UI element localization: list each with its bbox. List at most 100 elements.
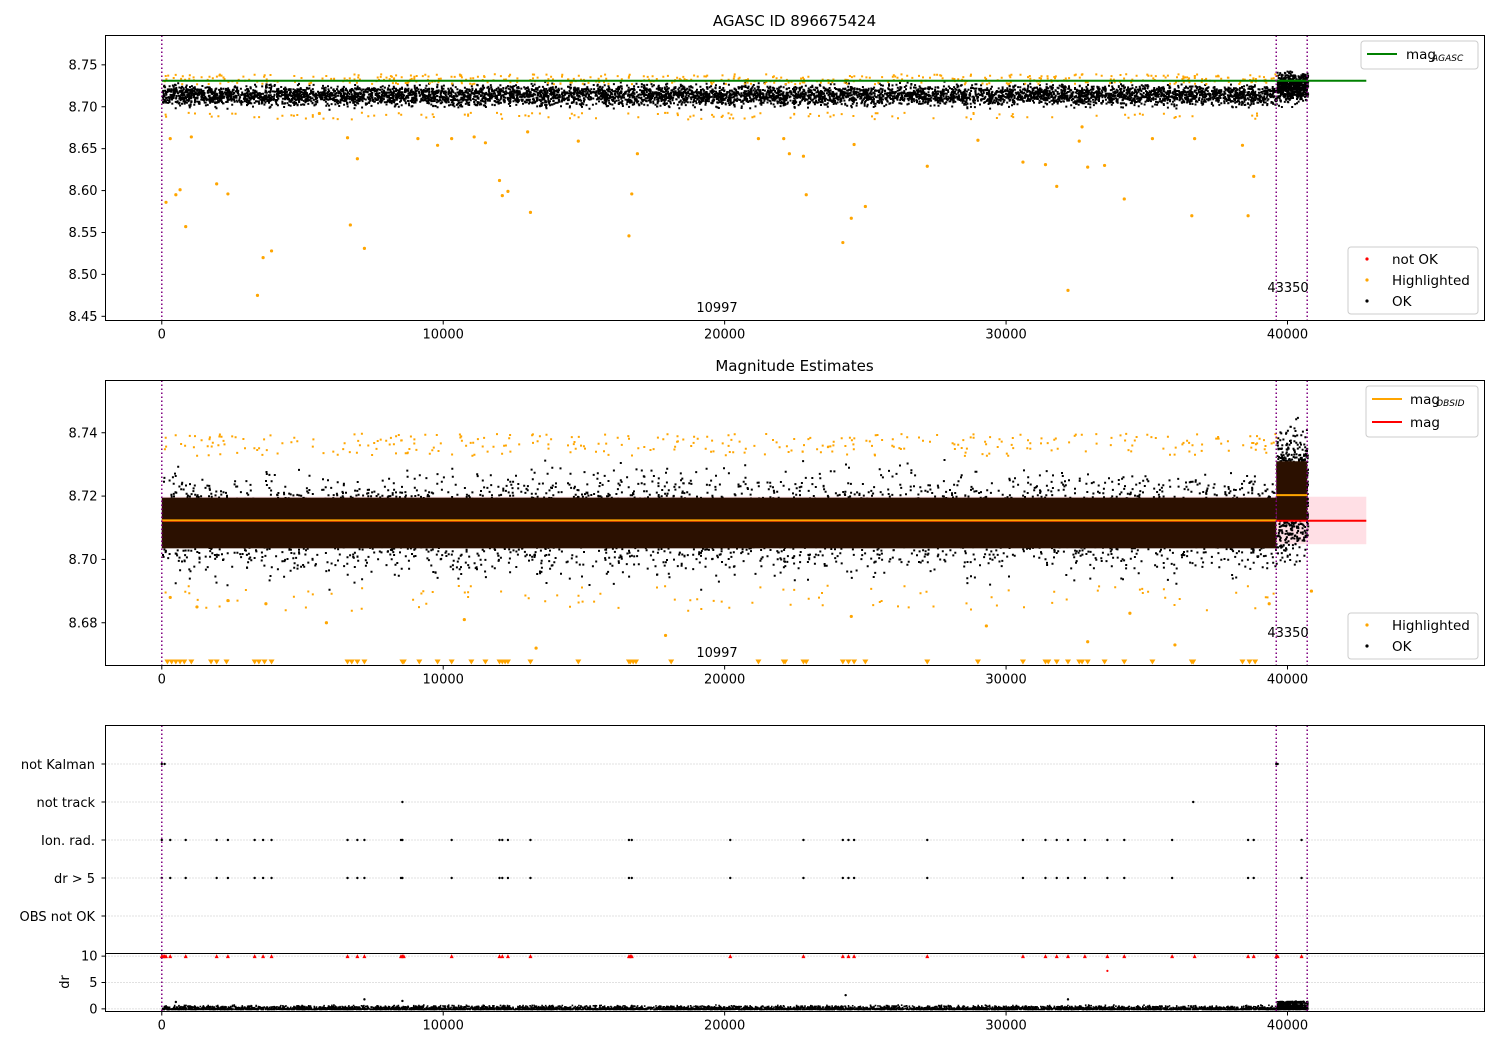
flag-point-3-21	[802, 876, 805, 880]
magnitude-below-range-9	[251, 659, 258, 665]
dr-capped-38	[1170, 954, 1175, 959]
magnitude-x-tick-label-10000: 10000	[423, 673, 464, 688]
dr-x-tick-label-0: 0	[158, 1019, 166, 1034]
dr-panel: 0 10000 20000 30000 40000 0 5 10 dr	[58, 950, 1485, 1034]
agasc-highlighted-outlier-42	[1043, 162, 1048, 167]
magnitude-below-range-37	[782, 659, 789, 665]
flag-point-2-30	[1083, 838, 1087, 842]
magnitude-below-range-43	[862, 659, 869, 665]
magnitude-below-range-40	[839, 659, 846, 665]
flag-point-3-22	[841, 876, 845, 880]
flag-point-2-7	[270, 838, 273, 842]
dr-capped-9	[261, 954, 266, 959]
magnitude-below-range-61	[1252, 659, 1259, 665]
dr-capped-3	[164, 954, 169, 959]
flag-point-2-2	[184, 838, 187, 842]
magnitude-below-range-46	[1019, 659, 1026, 665]
magnitude-highlighted-low-3	[264, 602, 268, 606]
agasc-highlighted-points	[163, 73, 1278, 121]
flag-point-3-16	[506, 876, 510, 880]
agasc-highlighted-outlier-31	[782, 137, 786, 141]
agasc-highlighted-outlier-14	[355, 157, 359, 161]
magnitude-highlighted-low-14	[1309, 589, 1314, 593]
agasc-legend-upper: mag AGASC	[1360, 40, 1479, 70]
dr-capped-32	[1043, 954, 1048, 959]
agasc-highlighted-outlier-32	[787, 152, 791, 156]
magnitude-x-tick-label-20000: 20000	[704, 673, 745, 688]
agasc-obs-label-43350: 43350	[1267, 281, 1308, 296]
flag-point-2-33	[1170, 838, 1174, 842]
magnitude-x-tick-label-40000: 40000	[1267, 673, 1308, 688]
agasc-highlighted-outlier-53	[1240, 143, 1245, 147]
flag-point-2-26	[1021, 838, 1025, 842]
flag-point-2-27	[1044, 838, 1047, 842]
agasc-highlighted-outlier-28	[630, 192, 634, 196]
agasc-highlighted-outlier-35	[841, 240, 845, 245]
agasc-highlighted-outlier-46	[1080, 125, 1084, 129]
dr-capped-8	[252, 954, 257, 959]
dr-capped-35	[1082, 954, 1087, 959]
magnitude-highlighted-low-7	[663, 633, 668, 638]
magnitude-legend-highlighted-marker	[1365, 623, 1369, 627]
dr-outlier-0	[1106, 969, 1109, 973]
agasc-highlighted-outlier-20	[483, 141, 488, 145]
dr-capped-40	[1246, 954, 1251, 959]
agasc-highlighted-outlier-11	[317, 111, 321, 116]
flag-point-2-1	[169, 838, 172, 842]
agasc-highlighted-outlier-24	[526, 130, 530, 134]
flag-label-obs-not-ok: OBS not OK	[20, 910, 96, 925]
agasc-legend-ok-marker	[1365, 299, 1369, 303]
agasc-highlighted-outlier-18	[450, 137, 454, 141]
flag-point-0-3	[1276, 762, 1279, 766]
dr-outlier-5	[1294, 1000, 1298, 1003]
flag-point-2-32	[1123, 838, 1126, 842]
magnitude-highlighted-low-11	[1128, 611, 1132, 615]
agasc-y-tick-label-5: 8.70	[69, 100, 98, 115]
flag-point-2-8	[346, 838, 349, 842]
flag-point-2-22	[841, 838, 845, 842]
flag-point-2-6	[261, 838, 265, 842]
flag-point-2-19	[630, 838, 633, 842]
agasc-highlighted-outlier-50	[1150, 137, 1155, 141]
agasc-highlighted-outlier-34	[804, 193, 808, 197]
magnitude-below-range-10	[255, 659, 262, 665]
dr-capped-6	[214, 954, 219, 959]
magnitude-dense-core-2	[1276, 461, 1308, 522]
magnitude-legend-lower: Highlighted OK	[1347, 612, 1479, 660]
agasc-highlighted-outlier-55	[1252, 174, 1256, 178]
agasc-y-tick-label-2: 8.55	[69, 226, 98, 241]
flag-point-2-12	[401, 838, 404, 842]
agasc-highlighted-outlier-52	[1193, 137, 1197, 141]
magnitude-below-range-19	[416, 659, 423, 665]
dr-x-tick-label-20000: 20000	[704, 1019, 745, 1034]
agasc-panel-title: AGASC ID 896675424	[713, 12, 876, 30]
agasc-highlighted-outlier-9	[261, 256, 265, 260]
agasc-highlighted-outlier-40	[976, 138, 980, 142]
dr-capped-5	[183, 954, 188, 959]
dr-outlier-4	[401, 999, 404, 1003]
magnitude-below-range-6	[208, 659, 215, 665]
agasc-highlighted-outlier-38	[863, 204, 867, 209]
agasc-y-tick-label-6: 8.75	[69, 58, 98, 73]
magnitude-legend-upper: mag OBSID mag	[1365, 385, 1479, 438]
flag-point-3-30	[1083, 876, 1087, 880]
flag-point-2-15	[501, 838, 504, 842]
agasc-panel-axes: 0 10000 20000 30000 40000 8.45 8.50 8.55 8.60 8.6…	[69, 58, 1309, 342]
magnitude-below-range-52	[1079, 659, 1086, 665]
magnitude-highlighted-low-6	[534, 646, 538, 650]
flag-point-0-0	[160, 762, 163, 766]
flag-point-2-36	[1300, 838, 1303, 842]
magnitude-dense-core	[161, 497, 1277, 549]
agasc-highlighted-outlier-27	[627, 234, 631, 238]
flag-point-1-1	[1192, 800, 1195, 804]
flag-point-3-5	[253, 876, 256, 880]
magnitude-below-range-33	[632, 659, 639, 665]
dr-capped-39	[1192, 954, 1197, 959]
agasc-highlighted-outlier-7	[226, 192, 230, 196]
agasc-highlighted-outlier-45	[1077, 139, 1081, 143]
flag-point-2-16	[506, 838, 510, 842]
magnitude-highlighted-low-10	[1086, 640, 1090, 644]
magnitude-below-range-48	[1045, 659, 1052, 665]
agasc-highlighted-outlier-43	[1055, 184, 1059, 188]
magnitude-below-range-1	[168, 659, 175, 665]
